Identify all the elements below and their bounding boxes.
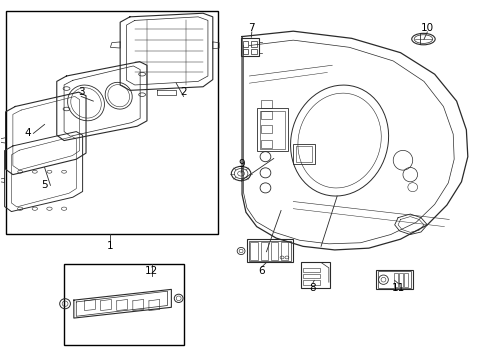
Bar (261, 126, 271, 134)
Bar (303, 274, 320, 278)
Bar (398, 273, 402, 287)
Text: 9: 9 (238, 159, 245, 169)
Text: 4: 4 (24, 129, 31, 138)
Bar (261, 140, 271, 148)
Bar (246, 239, 293, 262)
Bar (260, 111, 285, 149)
Text: 5: 5 (41, 180, 48, 190)
Text: 7: 7 (248, 23, 255, 33)
Bar (270, 242, 278, 260)
Text: 2: 2 (180, 87, 186, 97)
Text: 6: 6 (258, 266, 264, 276)
Text: 10: 10 (420, 23, 433, 33)
Bar (404, 273, 407, 287)
Bar (64, 264, 183, 345)
Bar (250, 49, 256, 54)
Bar (248, 240, 291, 261)
Bar (261, 111, 271, 119)
Bar (261, 100, 271, 108)
Bar (293, 144, 315, 164)
Bar (296, 146, 312, 162)
Bar (260, 242, 267, 260)
Bar (250, 242, 257, 260)
Bar (256, 108, 288, 151)
Bar (242, 41, 248, 47)
Text: 8: 8 (309, 283, 315, 293)
Bar (303, 280, 320, 285)
Bar (303, 267, 320, 272)
Bar (281, 242, 288, 260)
Text: 3: 3 (78, 87, 84, 97)
Bar (300, 262, 329, 288)
Text: 12: 12 (145, 266, 158, 276)
Bar (250, 41, 256, 47)
Bar (375, 270, 412, 289)
Bar (5, 12, 217, 234)
Bar (393, 273, 397, 287)
Text: 11: 11 (391, 283, 404, 293)
Bar (240, 38, 259, 56)
Bar (377, 271, 410, 288)
Text: 1: 1 (107, 241, 114, 251)
Bar (242, 49, 248, 54)
